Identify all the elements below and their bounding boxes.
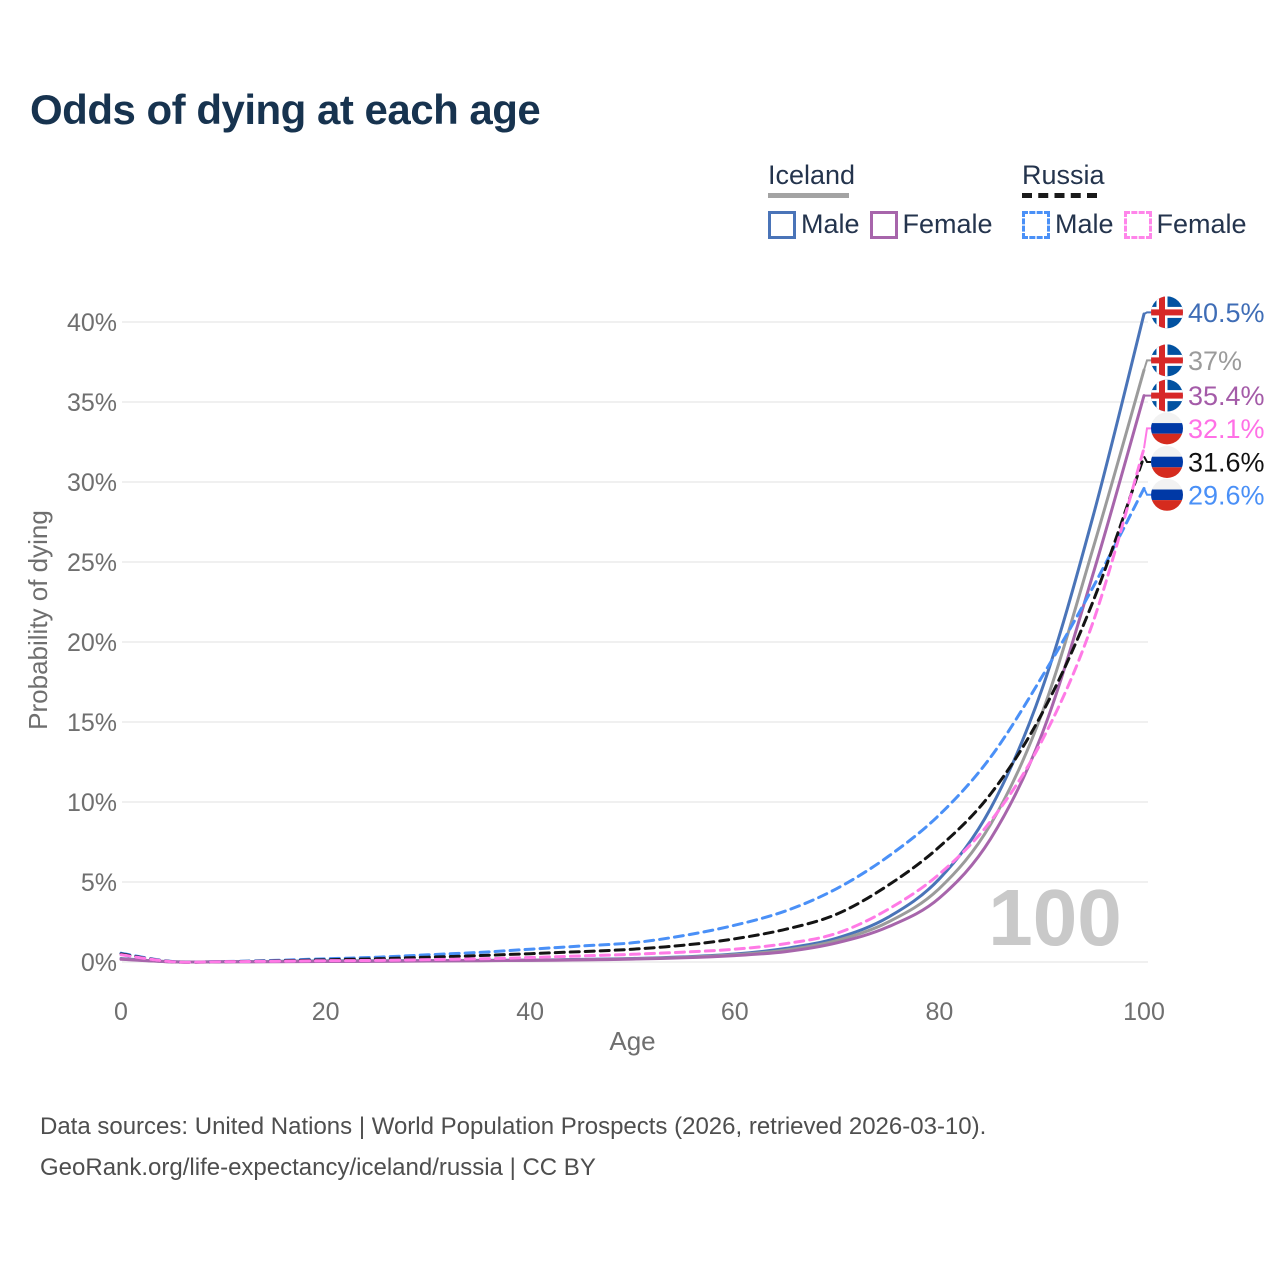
y-tick-label: 0% xyxy=(81,949,117,977)
age-counter-watermark: 100 xyxy=(988,873,1121,962)
x-tick-label: 40 xyxy=(516,998,544,1026)
x-axis-title: Age xyxy=(609,1026,655,1056)
x-tick-label: 20 xyxy=(312,998,340,1026)
y-tick-label: 25% xyxy=(67,549,117,577)
label-connector xyxy=(1143,427,1151,449)
x-tick-label: 60 xyxy=(721,998,749,1026)
iceland-male-swatch-icon xyxy=(768,210,796,239)
flag-russia-icon xyxy=(1151,446,1183,478)
legend-header-russia: Russia xyxy=(1022,160,1105,190)
series-line-russia-female[interactable] xyxy=(119,446,1146,964)
series-lines xyxy=(119,312,1146,964)
y-tick-label: 10% xyxy=(67,789,117,817)
flag-russia-icon xyxy=(1151,478,1183,511)
legend-item-russia-male[interactable]: Male xyxy=(1022,209,1114,240)
y-tick-label: 30% xyxy=(67,469,117,497)
legend-item-iceland-male[interactable]: Male xyxy=(768,209,860,240)
end-annotations: 40.5% 37% 35.4% 29.6%31.6% 32.1% xyxy=(1143,296,1265,511)
end-value-label-russia-both: 31.6% xyxy=(1188,448,1265,478)
legend-item-russia-female[interactable]: Female xyxy=(1123,209,1247,240)
legend-linestyle-solid-sample xyxy=(768,193,849,198)
legend-header-iceland: Iceland xyxy=(768,160,856,190)
y-tick-label: 20% xyxy=(67,629,117,657)
russia-female-swatch-icon xyxy=(1123,210,1152,239)
gridlines xyxy=(122,321,1148,963)
end-value-label-iceland-male: 40.5% xyxy=(1188,298,1265,328)
flag-iceland-icon xyxy=(1151,379,1183,412)
label-connector xyxy=(1143,311,1151,315)
legend-item-label: Male xyxy=(801,209,860,239)
y-axis-title: Probability of dying xyxy=(23,510,53,730)
y-tick-label: 40% xyxy=(67,309,117,337)
label-connector xyxy=(1143,455,1151,463)
legend-group-iceland: Iceland Male Female xyxy=(768,160,993,240)
chart-footer: Data sources: United Nations | World Pop… xyxy=(40,1106,986,1188)
attribution-text: GeoRank.org/life-expectancy/iceland/russ… xyxy=(40,1154,596,1181)
end-value-label-russia-female: 32.1% xyxy=(1188,414,1265,444)
legend-item-label: Female xyxy=(902,209,993,239)
x-tick-label: 0 xyxy=(114,998,128,1026)
series-line-iceland-male[interactable] xyxy=(119,312,1146,964)
y-tick-label: 5% xyxy=(81,869,117,897)
flag-iceland-icon xyxy=(1151,344,1183,377)
legend-item-label: Female xyxy=(1156,209,1247,239)
legend-item-iceland-female[interactable]: Female xyxy=(869,209,993,240)
axis-tick-labels: 0% 5% 10% 15% 20% 25% 30% 35% 40% 0 20 40 60 80 100 xyxy=(67,309,1165,1026)
label-connector xyxy=(1143,487,1151,496)
y-tick-label: 35% xyxy=(67,389,117,417)
x-tick-label: 80 xyxy=(925,998,953,1026)
x-tick-label: 100 xyxy=(1123,998,1165,1026)
label-connector xyxy=(1143,359,1151,371)
end-value-label-iceland-both: 37% xyxy=(1188,346,1242,376)
legend-item-label: Male xyxy=(1055,209,1114,239)
iceland-female-swatch-icon xyxy=(869,210,898,239)
legend-linestyle-dashed-sample xyxy=(1022,193,1097,198)
end-value-label-russia-male: 29.6% xyxy=(1188,480,1265,510)
y-tick-label: 15% xyxy=(67,709,117,737)
flag-russia-icon xyxy=(1151,412,1183,445)
data-sources-text: Data sources: United Nations | World Pop… xyxy=(40,1113,987,1140)
page-title: Odds of dying at each age xyxy=(30,86,541,133)
end-value-label-iceland-female: 35.4% xyxy=(1188,381,1265,411)
russia-male-swatch-icon xyxy=(1022,210,1050,239)
legend-group-russia: Russia Male Female xyxy=(1022,160,1247,240)
flag-iceland-icon xyxy=(1151,296,1183,329)
